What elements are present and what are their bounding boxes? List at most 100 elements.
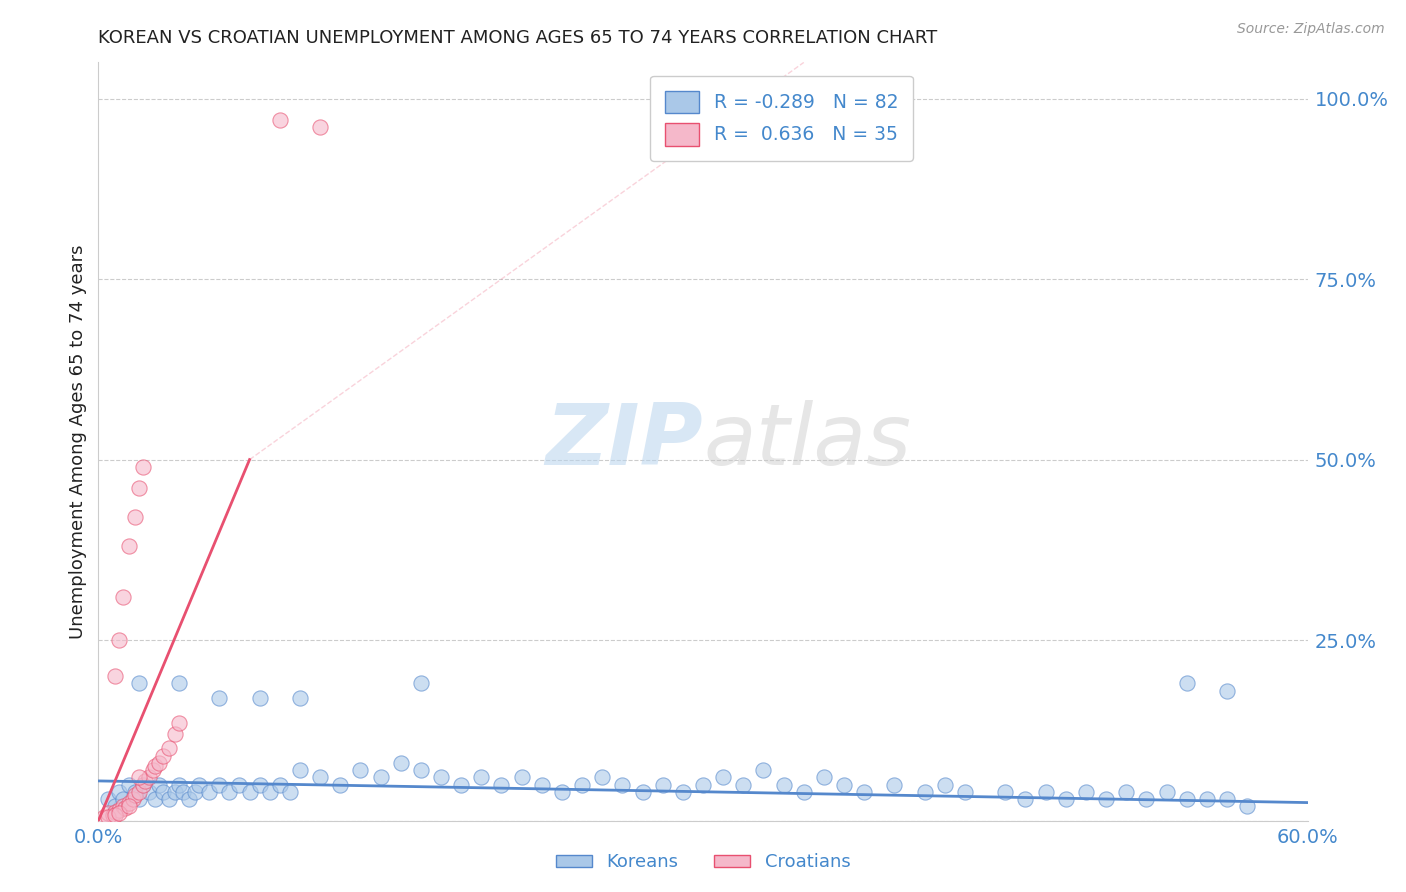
Point <box>111 792 134 806</box>
Point <box>118 796 141 810</box>
Legend: Koreans, Croatians: Koreans, Croatians <box>548 847 858 879</box>
Y-axis label: Unemployment Among Ages 65 to 74 years: Unemployment Among Ages 65 to 74 years <box>69 244 87 639</box>
Point <box>430 770 453 784</box>
Point <box>93 810 115 824</box>
Point <box>692 778 714 792</box>
Point <box>208 690 231 705</box>
Point <box>179 792 201 806</box>
Point <box>97 810 120 824</box>
Point <box>1115 785 1137 799</box>
Point <box>914 785 936 799</box>
Point <box>651 778 673 792</box>
Point <box>793 785 815 799</box>
Point <box>172 785 194 799</box>
Point <box>249 690 271 705</box>
Point <box>409 763 432 777</box>
Point <box>631 785 654 799</box>
Point <box>510 770 533 784</box>
Point <box>163 727 186 741</box>
Text: atlas: atlas <box>703 400 911 483</box>
Point <box>97 792 120 806</box>
Point <box>228 778 250 792</box>
Point <box>1095 792 1118 806</box>
Point <box>1035 785 1057 799</box>
Point <box>111 590 134 604</box>
Point <box>132 459 155 474</box>
Point <box>103 808 125 822</box>
Point <box>853 785 876 799</box>
Point <box>184 785 207 799</box>
Point <box>370 770 392 784</box>
Point <box>114 800 136 814</box>
Point <box>1216 792 1239 806</box>
Point <box>259 785 281 799</box>
Point <box>309 120 332 135</box>
Point <box>103 669 125 683</box>
Point <box>832 778 855 792</box>
Point <box>138 785 160 799</box>
Point <box>571 778 593 792</box>
Text: Source: ZipAtlas.com: Source: ZipAtlas.com <box>1237 22 1385 37</box>
Point <box>128 770 150 784</box>
Point <box>733 778 755 792</box>
Point <box>152 785 174 799</box>
Point <box>269 113 291 128</box>
Point <box>118 799 141 814</box>
Point <box>107 806 129 821</box>
Point <box>128 792 150 806</box>
Point <box>167 676 190 690</box>
Point <box>450 778 472 792</box>
Point <box>124 510 146 524</box>
Point <box>752 763 775 777</box>
Point <box>152 748 174 763</box>
Point <box>1074 785 1097 799</box>
Point <box>157 792 180 806</box>
Point <box>118 778 141 792</box>
Point <box>124 785 146 799</box>
Point <box>163 785 186 799</box>
Point <box>278 785 301 799</box>
Point <box>107 633 129 648</box>
Point <box>883 778 905 792</box>
Point <box>409 676 432 690</box>
Point <box>167 778 190 792</box>
Point <box>103 805 125 819</box>
Point <box>167 716 190 731</box>
Point <box>491 778 513 792</box>
Legend: R = -0.289   N = 82, R =  0.636   N = 35: R = -0.289 N = 82, R = 0.636 N = 35 <box>650 76 914 161</box>
Point <box>1195 792 1218 806</box>
Point <box>142 763 165 777</box>
Point <box>249 778 271 792</box>
Point <box>208 778 231 792</box>
Text: ZIP: ZIP <box>546 400 703 483</box>
Point <box>309 770 332 784</box>
Point <box>239 785 262 799</box>
Point <box>349 763 371 777</box>
Point <box>157 741 180 756</box>
Point <box>128 785 150 799</box>
Point <box>470 770 492 784</box>
Point <box>132 778 155 792</box>
Point <box>1054 792 1077 806</box>
Point <box>329 778 352 792</box>
Point <box>124 789 146 803</box>
Point <box>1175 676 1198 690</box>
Point <box>103 799 125 814</box>
Point <box>128 482 150 496</box>
Point <box>288 690 311 705</box>
Point <box>138 770 160 784</box>
Point <box>107 803 129 817</box>
Point <box>107 785 129 799</box>
Point <box>198 785 221 799</box>
Point <box>128 676 150 690</box>
Point <box>143 759 166 773</box>
Point <box>118 539 141 553</box>
Point <box>148 778 170 792</box>
Point <box>143 792 166 806</box>
Point <box>111 799 134 814</box>
Point <box>1135 792 1157 806</box>
Point <box>994 785 1017 799</box>
Point <box>269 778 291 792</box>
Point <box>101 808 124 822</box>
Point <box>672 785 695 799</box>
